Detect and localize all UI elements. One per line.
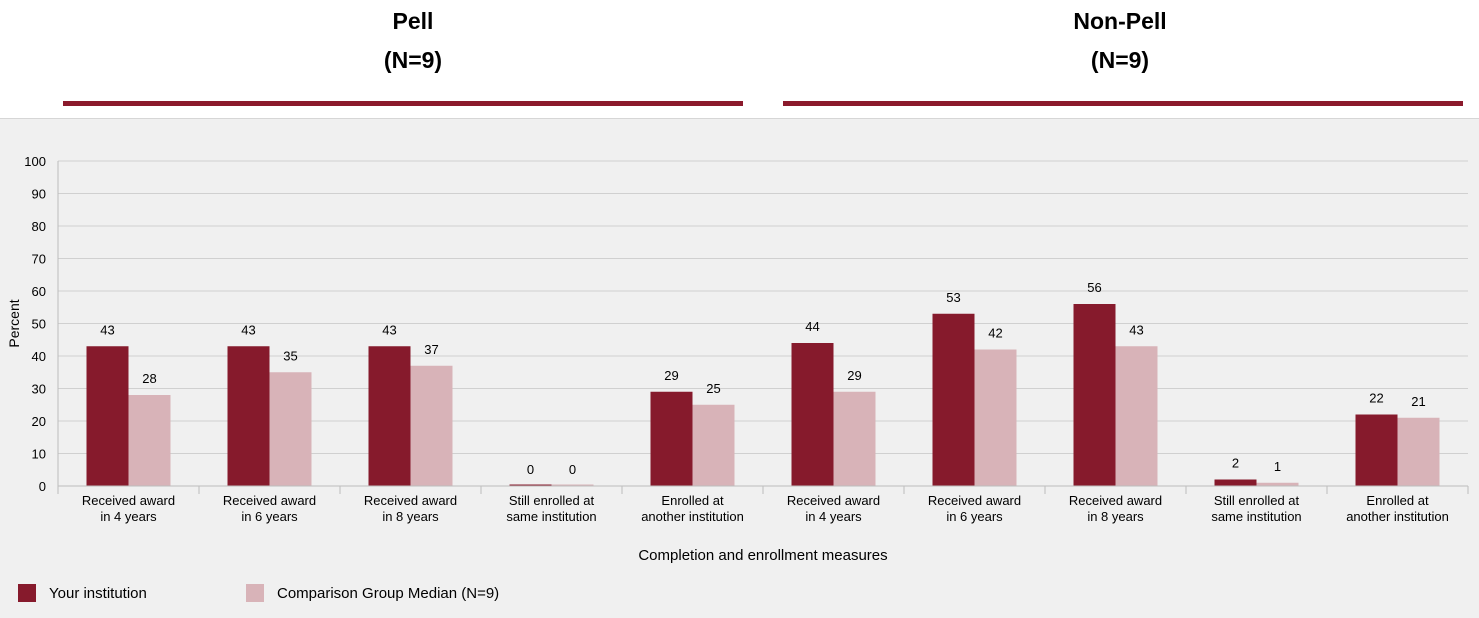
x-tick-label: Still enrolled at — [509, 493, 595, 508]
bar-your-institution — [791, 343, 834, 486]
bar-comparison — [974, 349, 1017, 486]
data-label: 2 — [1232, 456, 1239, 471]
bar-comparison — [1397, 417, 1440, 486]
x-tick-label: in 8 years — [382, 509, 439, 524]
y-tick-label: 0 — [39, 479, 46, 494]
x-axis-label: Completion and enrollment measures — [638, 547, 887, 564]
bar-your-institution — [227, 346, 270, 486]
data-label: 22 — [1369, 391, 1383, 406]
x-tick-label: another institution — [641, 509, 744, 524]
y-tick-label: 50 — [32, 317, 46, 332]
x-tick-label: another institution — [1346, 509, 1449, 524]
data-label: 0 — [569, 462, 576, 477]
data-label: 43 — [382, 322, 396, 337]
bar-comparison — [410, 365, 453, 486]
y-tick-label: 80 — [32, 219, 46, 234]
data-label: 43 — [100, 322, 114, 337]
x-tick-label: Still enrolled at — [1214, 493, 1300, 508]
data-label: 42 — [988, 326, 1002, 341]
data-label: 56 — [1087, 280, 1101, 295]
x-tick-label: in 6 years — [241, 509, 298, 524]
bar-your-institution — [86, 346, 129, 486]
bar-your-institution — [1355, 414, 1398, 486]
data-label: 28 — [142, 371, 156, 386]
bar-your-institution — [368, 346, 411, 486]
group-header-non-pell: Non-Pell (N=9) — [1010, 6, 1230, 75]
bar-your-institution — [1073, 304, 1116, 486]
group-rule-non-pell — [783, 101, 1463, 106]
data-label: 43 — [1129, 322, 1143, 337]
bar-comparison — [833, 391, 876, 486]
bar-comparison — [1115, 346, 1158, 486]
legend-swatch-your-institution — [18, 584, 36, 602]
data-label: 0 — [527, 462, 534, 477]
y-axis-label: Percent — [6, 299, 22, 347]
group-n-label: (N=9) — [1090, 47, 1150, 73]
x-tick-label: in 4 years — [100, 509, 157, 524]
group-title: Pell — [392, 8, 434, 34]
x-tick-label: Received award — [82, 493, 175, 508]
y-tick-label: 40 — [32, 349, 46, 364]
data-label: 35 — [283, 348, 297, 363]
y-tick-label: 100 — [24, 154, 46, 169]
legend-label: Your institution — [49, 584, 147, 602]
x-tick-label: Received award — [787, 493, 880, 508]
x-tick-label: in 4 years — [805, 509, 862, 524]
x-tick-label: Received award — [364, 493, 457, 508]
legend-item-comparison: Comparison Group Median (N=9) — [246, 583, 499, 603]
legend-swatch-comparison — [246, 584, 264, 602]
group-header-pell: Pell (N=9) — [308, 6, 518, 75]
x-tick-label: in 8 years — [1087, 509, 1144, 524]
x-tick-label: same institution — [1211, 509, 1301, 524]
group-rule-pell — [63, 101, 743, 106]
group-n-label: (N=9) — [383, 47, 443, 73]
x-tick-label: Received award — [1069, 493, 1162, 508]
y-tick-label: 60 — [32, 284, 46, 299]
x-tick-label: Received award — [223, 493, 316, 508]
bar-your-institution — [932, 313, 975, 486]
data-label: 29 — [847, 368, 861, 383]
data-label: 53 — [946, 290, 960, 305]
y-tick-label: 20 — [32, 414, 46, 429]
bar-your-institution — [509, 484, 552, 486]
x-tick-label: Enrolled at — [661, 493, 724, 508]
y-tick-label: 30 — [32, 382, 46, 397]
bar-comparison — [1256, 482, 1299, 486]
bar-comparison — [128, 395, 171, 486]
data-label: 1 — [1274, 459, 1281, 474]
data-label: 43 — [241, 322, 255, 337]
y-tick-label: 70 — [32, 252, 46, 267]
legend-label: Comparison Group Median (N=9) — [277, 584, 500, 602]
y-tick-label: 10 — [32, 447, 46, 462]
bar-comparison — [692, 404, 735, 486]
data-label: 25 — [706, 381, 720, 396]
data-label: 29 — [664, 368, 678, 383]
bar-your-institution — [650, 391, 693, 486]
x-tick-label: same institution — [506, 509, 596, 524]
legend-item-your-institution: Your institution — [18, 583, 147, 603]
group-title: Non-Pell — [1073, 8, 1167, 34]
data-label: 21 — [1411, 394, 1425, 409]
x-tick-label: Received award — [928, 493, 1021, 508]
x-tick-label: in 6 years — [946, 509, 1003, 524]
y-tick-label: 90 — [32, 187, 46, 202]
bar-comparison — [269, 372, 312, 486]
bar-comparison — [551, 484, 594, 486]
chart-panel: 0 10 20 30 40 50 60 70 80 90 100 Percent 43 28 Receive… — [0, 118, 1479, 618]
bar-your-institution — [1214, 479, 1257, 486]
data-label: 44 — [805, 319, 819, 334]
x-tick-label: Enrolled at — [1366, 493, 1429, 508]
data-label: 37 — [424, 342, 438, 357]
